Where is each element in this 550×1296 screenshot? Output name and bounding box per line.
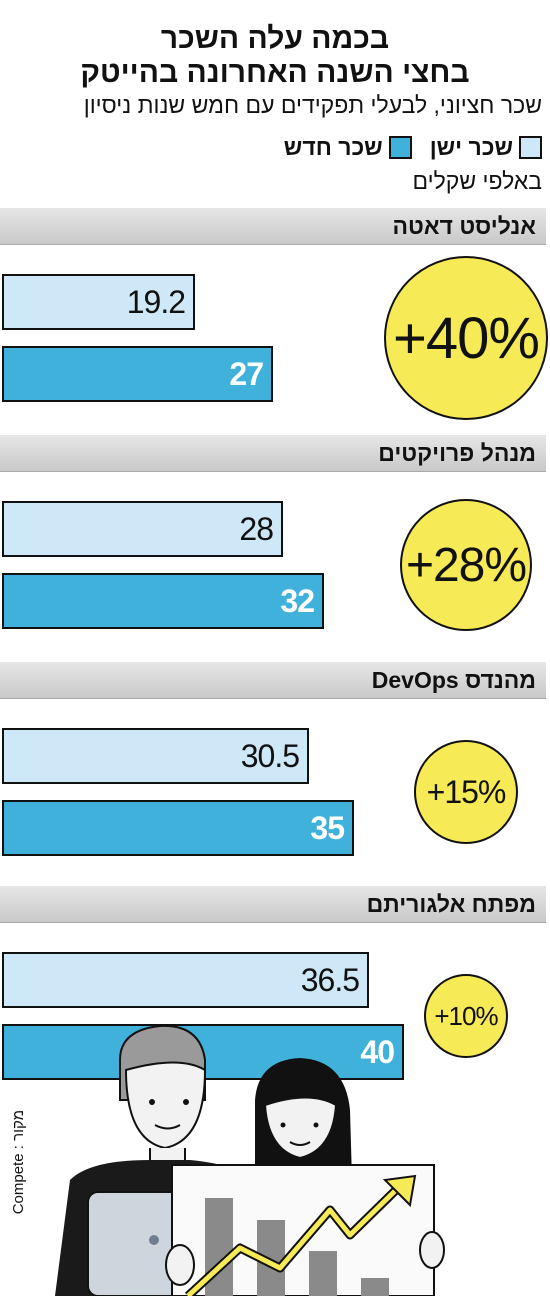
change-circle: +10% <box>424 974 508 1058</box>
legend-item-old: שכר ישן <box>430 134 542 161</box>
source-credit: מקור : Compete <box>10 1110 32 1250</box>
change-circle: +40% <box>384 256 548 420</box>
bar-new-salary: 35 <box>2 800 354 856</box>
legend-label-old: שכר ישן <box>429 134 513 160</box>
change-circle: +28% <box>400 499 532 631</box>
bar-value-label: 40 <box>360 1034 395 1070</box>
change-label: +15% <box>426 773 507 810</box>
source-text: מקור : Compete <box>10 1110 27 1215</box>
bar-value-label: 36.5 <box>300 962 360 998</box>
bar-old-salary: 36.5 <box>2 952 369 1008</box>
bar-old-salary: 28 <box>2 501 283 557</box>
bar-new-salary: 27 <box>2 346 273 402</box>
bar-value-label: 32 <box>280 583 315 619</box>
legend-label-new: שכר חדש <box>283 134 383 160</box>
category-band: אנליסט דאטה <box>0 208 546 245</box>
change-label: +28% <box>405 538 527 592</box>
units-label: באלפי שקלים <box>412 168 542 194</box>
category-band: מהנדס DevOps <box>0 662 546 699</box>
legend-swatch-old <box>519 136 542 159</box>
bar-new-salary: 32 <box>2 573 324 629</box>
people-illustration <box>55 1024 445 1296</box>
bar-value-label: 28 <box>239 511 274 547</box>
category-label: מהנדס DevOps <box>371 667 536 693</box>
legend: שכר ישן שכר חדש <box>266 134 542 161</box>
bar-value-label: 30.5 <box>240 738 300 774</box>
bar-old-salary: 19.2 <box>2 274 195 330</box>
chart-subtitle: שכר חציוני, לבעלי תפקידים עם חמש שנות ני… <box>83 92 542 118</box>
category-band: מפתח אלגוריתם <box>0 886 546 923</box>
change-label: +10% <box>434 1000 498 1031</box>
category-label: מנהל פרויקטים <box>378 440 536 466</box>
category-label: אנליסט דאטה <box>392 213 537 239</box>
legend-swatch-new <box>388 136 412 159</box>
bar-value-label: 19.2 <box>126 284 186 320</box>
bar-value-label: 27 <box>229 356 264 392</box>
legend-item-new: שכר חדש <box>284 134 412 161</box>
category-band: מנהל פרויקטים <box>0 435 546 472</box>
change-circle: +15% <box>414 740 518 844</box>
chart-title-line1: בכמה עלה השכר <box>160 22 390 55</box>
bar-old-salary: 30.5 <box>2 728 309 784</box>
bar-value-label: 35 <box>310 810 345 846</box>
change-label: +40% <box>393 305 540 371</box>
chart-title-line2: בחצי השנה האחרונה בהייטק <box>80 56 470 89</box>
category-label: מפתח אלגוריתם <box>366 891 536 917</box>
